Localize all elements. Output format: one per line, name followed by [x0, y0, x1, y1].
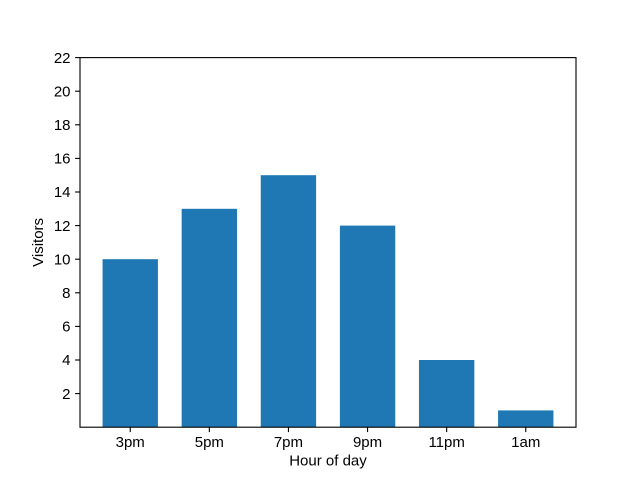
svg-text:22: 22 — [54, 50, 71, 67]
svg-text:20: 20 — [54, 83, 71, 100]
svg-text:4: 4 — [62, 352, 70, 369]
svg-text:1am: 1am — [511, 434, 540, 451]
svg-text:16: 16 — [54, 151, 71, 168]
svg-text:Hour of day: Hour of day — [289, 453, 367, 470]
svg-text:9pm: 9pm — [353, 434, 382, 451]
svg-text:6: 6 — [62, 319, 70, 336]
svg-text:11pm: 11pm — [428, 434, 464, 451]
svg-text:18: 18 — [54, 117, 71, 134]
svg-text:10: 10 — [54, 251, 71, 268]
svg-text:2: 2 — [62, 386, 70, 403]
svg-text:7pm: 7pm — [274, 434, 303, 451]
svg-text:5pm: 5pm — [195, 434, 224, 451]
svg-text:Visitors: Visitors — [30, 218, 47, 267]
svg-text:14: 14 — [54, 184, 71, 201]
svg-text:3pm: 3pm — [116, 434, 145, 451]
svg-text:8: 8 — [62, 285, 70, 302]
svg-text:12: 12 — [54, 218, 71, 235]
